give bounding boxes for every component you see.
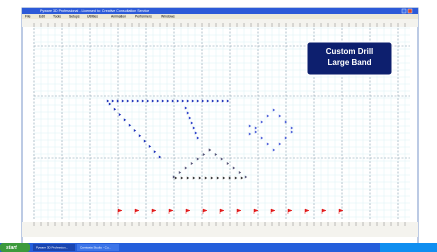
menu-item[interactable]: Setups <box>69 15 80 19</box>
menu-item[interactable]: Tools <box>53 15 61 19</box>
ruler-bottom <box>22 222 418 237</box>
menu-item[interactable]: Utilities <box>87 15 98 19</box>
start-label: start <box>6 245 17 251</box>
menu-item[interactable]: Performers <box>135 15 152 19</box>
task-label: Pyware 3D Profession... <box>36 245 68 249</box>
screenshot: Pyware 3D Professional - Licensed to: Cr… <box>0 0 437 252</box>
label-line: Large Band <box>327 58 371 67</box>
close-button[interactable] <box>408 9 412 13</box>
menu-item[interactable]: File <box>25 15 31 19</box>
menu-bar <box>22 14 418 19</box>
label-line: Custom Drill <box>326 47 374 56</box>
window-title: Pyware 3D Professional - Licensed to: Cr… <box>40 9 149 13</box>
menu-item[interactable]: Animation <box>111 15 126 19</box>
page: Pyware 3D Professional - Licensed to: Cr… <box>0 0 437 252</box>
ruler-top <box>22 19 418 27</box>
menu-item[interactable]: Edit <box>39 15 45 19</box>
tray <box>380 243 437 252</box>
maximize-button[interactable] <box>402 9 406 13</box>
menu-item[interactable]: Windows <box>161 15 175 19</box>
task-label: Camtasia Studio - Cu... <box>80 245 111 249</box>
